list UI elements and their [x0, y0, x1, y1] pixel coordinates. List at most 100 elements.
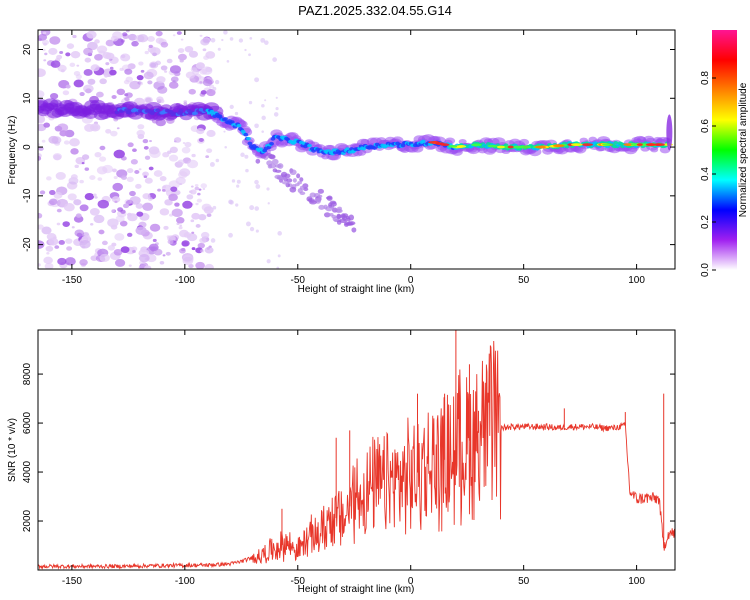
spectrogram-noise-blob [137, 133, 145, 140]
spectrogram-noise-blob [188, 88, 196, 95]
spectrogram-noise-blob [200, 38, 210, 46]
spectrogram-noise-blob [155, 30, 163, 37]
spectrogram-noise-blob [183, 232, 192, 238]
spectrogram-noise-blob [179, 59, 184, 63]
spectrogram-noise-blob [90, 64, 100, 72]
spectrogram-ridge-core [217, 114, 223, 118]
spectrogram-noise-blob [134, 170, 140, 175]
spectrogram-noise-blob [76, 64, 80, 67]
spectrogram-tail-blob [303, 187, 309, 192]
spectrogram-noise-blob [57, 257, 67, 266]
spectrogram-noise-blob [123, 203, 130, 209]
spectrogram-noise-blob [183, 102, 188, 106]
spectrogram-noise-blob [168, 193, 178, 202]
spectrogram-noise-blob [184, 45, 194, 53]
spectrogram-noise-blob [153, 81, 165, 90]
spectrogram-noise-blob [41, 139, 46, 143]
spectrogram-noise-blob [194, 186, 200, 191]
spectrogram-tail-blob [325, 206, 333, 212]
spectrogram-noise-blob [132, 250, 136, 253]
spectrogram-noise-blob [128, 264, 132, 267]
colorbar-tick-label: 0.2 [700, 215, 711, 229]
spectrogram-noise-blob [65, 84, 71, 89]
spectrogram-tail-blob [281, 180, 290, 185]
spectrogram-noise-blob [255, 184, 261, 189]
spectrogram-noise-blob [43, 122, 51, 128]
spectrogram-noise-blob [223, 130, 226, 133]
spectrogram-noise-blob [111, 209, 115, 213]
spectrogram-noise-blob [202, 48, 207, 52]
spectrogram-noise-blob [147, 35, 155, 42]
colorbar-tick-label: 0.0 [700, 263, 711, 277]
spectrogram-noise-blob [97, 199, 109, 209]
spectrogram-noise-blob [38, 116, 46, 124]
spectrogram-noise-blob [223, 30, 228, 35]
snr-y-ticks: 2000 4000 6000 8000 [22, 363, 675, 532]
colorbar-tick-label: 0.8 [700, 71, 711, 85]
spectrogram-noise-blob [111, 168, 117, 173]
spectrogram-noise-blob [75, 213, 82, 218]
spectrogram-tail-blob [323, 212, 331, 218]
spectrogram-noise-blob [196, 127, 205, 135]
spectrogram-noise-blob [142, 193, 151, 200]
spectrogram-y-ticks: -20 -10 0 10 20 [22, 44, 675, 252]
spectrogram-noise-blob [224, 145, 227, 149]
spectrogram-noise-blob [162, 151, 170, 158]
spectrogram-noise-blob [93, 214, 105, 224]
spectrogram-noise-blob [89, 175, 96, 181]
spectrogram-noise-blob [153, 170, 163, 177]
spectrogram-noise-blob [42, 48, 46, 52]
spectrogram-noise-blob [249, 205, 255, 211]
spectrogram-tail-blob [345, 215, 350, 220]
spectrogram-noise-blob [164, 70, 168, 73]
snr-x-ticks: -150 -100 -50 0 50 100 [62, 330, 645, 587]
spectrogram-ridge-core [229, 120, 235, 124]
spectrogram-noise-blob [195, 224, 201, 228]
spectrogram-tail-blob [325, 196, 332, 200]
spectrogram-hot-spot [636, 143, 643, 147]
spectrogram-noise-blob [126, 212, 132, 217]
spectrogram-noise-blob [190, 185, 194, 188]
spectrogram-noise-blob [57, 123, 69, 132]
spectrogram-noise-blob [69, 138, 80, 147]
spectrogram-noise-blob [86, 30, 97, 39]
colorbar-gradient [712, 30, 737, 270]
spectrogram-noise-blob [205, 66, 213, 73]
spectrogram-noise-blob [155, 60, 162, 66]
spectrogram-noise-blob [120, 53, 131, 62]
spectrogram-noise-blob [70, 51, 81, 59]
spectrogram-frame [37, 29, 676, 270]
spectrogram-noise-blob [195, 62, 205, 70]
spectrogram-noise-blob [56, 208, 62, 213]
spectrogram-noise-blob [63, 203, 75, 212]
spectrogram-noise-blob [164, 199, 173, 206]
spectrogram-noise-blob [137, 34, 149, 43]
spectrogram-noise-blob [84, 192, 95, 201]
x-tick-label: -150 [62, 576, 82, 587]
spectrogram-noise-blob [199, 237, 207, 244]
spectrogram-noise-blob [110, 130, 118, 137]
spectrogram-noise-blob [50, 92, 59, 100]
spectrogram-noise-blob [272, 57, 277, 62]
spectrogram-noise-blob [245, 168, 249, 173]
spectrogram-noise-blob [38, 263, 41, 267]
spectrogram-noise-blob [144, 50, 149, 55]
spectrogram-hot-spot [456, 145, 467, 148]
spectrogram-noise-blob [71, 226, 75, 229]
spectrogram-noise-blob [137, 124, 145, 130]
x-tick-label: 0 [408, 576, 414, 587]
spectrogram-noise-blob [142, 202, 154, 211]
spectrogram-noise-blob [152, 238, 157, 242]
spectrogram-noise-blob [125, 76, 134, 83]
spectrogram-ridge-core [223, 117, 228, 121]
spectrogram-noise-blob [39, 190, 46, 195]
spectrogram-noise-blob [206, 247, 210, 250]
spectrogram-hot-spot [470, 143, 482, 147]
spectrogram-tail-blob [276, 175, 283, 180]
y-tick-label: 10 [22, 92, 33, 104]
spectrogram-noise-blob [72, 34, 77, 39]
spectrogram-noise-blob [45, 245, 54, 252]
spectrogram-noise-blob [117, 207, 124, 212]
spectrogram-noise-blob [182, 254, 194, 264]
